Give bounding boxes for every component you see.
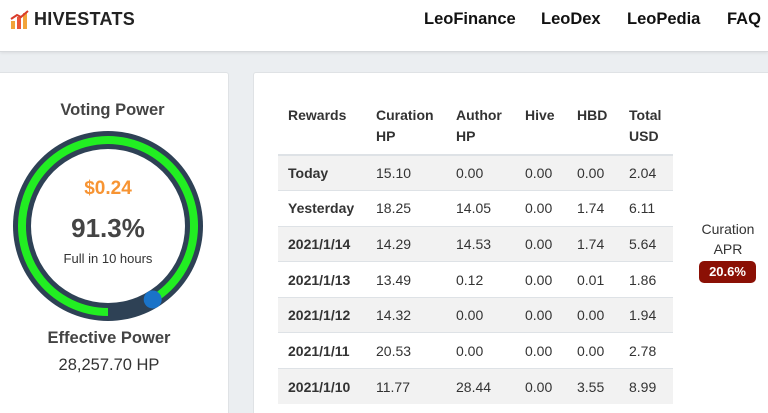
cell-hive: 0.00 xyxy=(515,368,567,405)
cell-hbd: 0.00 xyxy=(567,332,619,369)
cell-curation-hp: 13.49 xyxy=(366,261,446,298)
cell-rewards: Yesterday xyxy=(278,190,366,227)
cell-curation-hp: 14.29 xyxy=(366,225,446,262)
bar-chart-icon xyxy=(10,9,29,29)
cell-curation-hp: 14.32 xyxy=(366,296,446,333)
table-header-row: Rewards Curation HP Author HP Hive HBD T… xyxy=(278,97,673,156)
table-row: Today 15.10 0.00 0.00 0.00 2.04 xyxy=(278,154,673,191)
cell-rewards: 2021/1/11 xyxy=(278,332,366,369)
cell-rewards: Today xyxy=(278,154,366,191)
curation-apr-label: Curation APR xyxy=(701,221,755,257)
nav-link-leopedia[interactable]: LeoPedia xyxy=(627,10,701,28)
col-header-hive: Hive xyxy=(515,97,567,156)
cell-rewards: 2021/1/10 xyxy=(278,368,366,405)
gauge-inner xyxy=(31,149,185,303)
col-header-rewards: Rewards xyxy=(278,97,366,156)
cell-hive: 0.00 xyxy=(515,154,567,191)
cell-rewards: 2021/1/14 xyxy=(278,225,366,262)
cell-total-usd: 2.04 xyxy=(619,154,673,191)
cell-curation-hp: 20.53 xyxy=(366,332,446,369)
cell-author-hp: 0.12 xyxy=(446,261,515,298)
col-header-total-usd: Total USD xyxy=(619,97,673,156)
voting-value-usd: $0.24 xyxy=(84,178,132,199)
table-row: 2021/1/11 20.53 0.00 0.00 0.00 2.78 xyxy=(278,332,673,369)
cell-author-hp: 0.00 xyxy=(446,332,515,369)
cell-curation-hp: 18.25 xyxy=(366,190,446,227)
cell-total-usd: 1.86 xyxy=(619,261,673,298)
curation-apr-badge: 20.6% xyxy=(699,261,756,283)
recharge-time: Full in 10 hours xyxy=(63,251,153,266)
effective-power-title: Effective Power xyxy=(47,329,171,347)
cell-total-usd: 8.99 xyxy=(619,368,673,405)
table-row: 2021/1/10 11.77 28.44 0.00 3.55 8.99 xyxy=(278,368,673,405)
cell-rewards: 2021/1/12 xyxy=(278,296,366,333)
effective-power-value: 28,257.70 HP xyxy=(58,356,160,374)
cell-author-hp: 14.53 xyxy=(446,225,515,262)
cell-rewards: 2021/1/13 xyxy=(278,261,366,298)
brand[interactable]: HIVESTATS xyxy=(10,9,135,30)
table-row: 2021/1/12 14.32 0.00 0.00 0.00 1.94 xyxy=(278,296,673,333)
cell-total-usd: 2.78 xyxy=(619,332,673,369)
col-header-curation-hp: Curation HP xyxy=(366,97,446,156)
cell-hive: 0.00 xyxy=(515,332,567,369)
nav-link-leodex[interactable]: LeoDex xyxy=(541,10,601,28)
brand-name: HIVESTATS xyxy=(34,9,136,29)
cell-hbd: 1.74 xyxy=(567,225,619,262)
cell-author-hp: 0.00 xyxy=(446,296,515,333)
cell-hive: 0.00 xyxy=(515,190,567,227)
cell-total-usd: 6.11 xyxy=(619,190,673,227)
col-header-hbd: HBD xyxy=(567,97,619,156)
voting-power-gauge xyxy=(13,131,203,321)
cell-curation-hp: 15.10 xyxy=(366,154,446,191)
top-navbar: HIVESTATS LeoFinance LeoDex LeoPedia FAQ xyxy=(0,0,768,52)
cell-author-hp: 0.00 xyxy=(446,154,515,191)
cell-hive: 0.00 xyxy=(515,261,567,298)
nav-link-faq[interactable]: FAQ xyxy=(727,10,761,28)
gauge-handle-icon xyxy=(143,290,162,309)
gauge-progress-arc xyxy=(18,136,198,316)
cell-hive: 0.00 xyxy=(515,225,567,262)
cell-author-hp: 28.44 xyxy=(446,368,515,405)
cell-hbd: 1.74 xyxy=(567,190,619,227)
col-header-author-hp: Author HP xyxy=(446,97,515,156)
rewards-table: Rewards Curation HP Author HP Hive HBD T… xyxy=(278,97,673,405)
nav-link-leofinance[interactable]: LeoFinance xyxy=(424,10,516,28)
cell-hbd: 0.00 xyxy=(567,154,619,191)
cell-total-usd: 5.64 xyxy=(619,225,673,262)
table-row: Yesterday 18.25 14.05 0.00 1.74 6.11 xyxy=(278,190,673,227)
cell-author-hp: 14.05 xyxy=(446,190,515,227)
cell-total-usd: 1.94 xyxy=(619,296,673,333)
table-row: 2021/1/14 14.29 14.53 0.00 1.74 5.64 xyxy=(278,225,673,262)
cell-hbd: 0.01 xyxy=(567,261,619,298)
cell-curation-hp: 11.77 xyxy=(366,368,446,405)
voting-power-percent: 91.3% xyxy=(71,213,145,243)
cell-hbd: 3.55 xyxy=(567,368,619,405)
voting-power-title: Voting Power xyxy=(60,101,165,119)
cell-hive: 0.00 xyxy=(515,296,567,333)
cell-hbd: 0.00 xyxy=(567,296,619,333)
table-row: 2021/1/13 13.49 0.12 0.00 0.01 1.86 xyxy=(278,261,673,298)
